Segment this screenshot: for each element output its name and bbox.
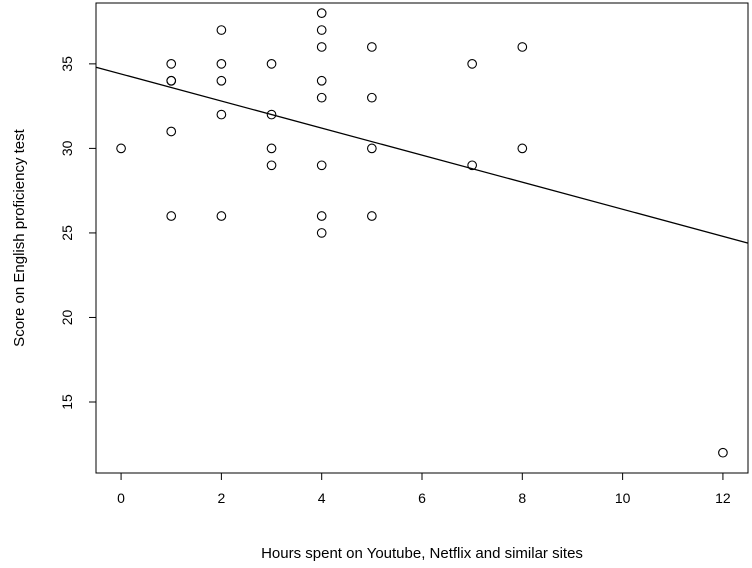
data-point (718, 447, 728, 458)
data-point (467, 160, 478, 171)
plot-frame (95, 2, 749, 474)
data-point (316, 92, 327, 103)
data-point (316, 160, 327, 171)
data-point (517, 42, 528, 52)
data-point (166, 211, 177, 221)
data-point (316, 42, 327, 52)
x-axis-label: Hours spent on Youtube, Netflix and simi… (261, 545, 583, 562)
y-tick-label: 30 (59, 140, 75, 156)
data-point (166, 126, 177, 137)
data-point (316, 75, 327, 86)
x-tick-label: 10 (615, 490, 631, 506)
x-tick-label: 0 (117, 490, 125, 506)
x-tick-label: 4 (318, 490, 326, 506)
x-tick-label: 6 (418, 490, 426, 506)
data-point (266, 160, 277, 171)
x-tick-label: 12 (715, 490, 731, 506)
y-axis-label: Score on English proficiency test (11, 128, 28, 346)
data-point (316, 25, 327, 35)
y-axis: 15 20 25 30 35 (59, 56, 96, 410)
data-points (116, 8, 728, 458)
data-point (266, 59, 277, 69)
data-point (166, 59, 177, 69)
data-point (467, 59, 478, 69)
x-axis: 0 2 4 6 8 10 12 (117, 473, 731, 506)
data-point (216, 25, 227, 35)
x-tick-label: 2 (217, 490, 225, 506)
data-point (266, 109, 277, 120)
data-point (366, 143, 377, 154)
y-tick-label: 35 (59, 56, 75, 72)
data-point (216, 59, 227, 69)
y-tick-label: 25 (59, 225, 75, 241)
data-point (266, 143, 277, 154)
regression-line (95, 66, 749, 244)
data-point (316, 8, 327, 18)
y-tick-label: 20 (59, 309, 75, 325)
data-point (316, 228, 327, 238)
data-point (116, 143, 126, 154)
x-tick-label: 8 (518, 490, 526, 506)
data-point (366, 42, 377, 52)
data-point (216, 109, 227, 120)
data-point (366, 211, 377, 221)
data-point (216, 211, 227, 221)
y-tick-label: 15 (59, 394, 75, 410)
data-point (216, 75, 227, 86)
data-point (166, 75, 177, 86)
data-point (316, 211, 327, 221)
data-point (517, 143, 528, 154)
data-point (366, 92, 377, 103)
